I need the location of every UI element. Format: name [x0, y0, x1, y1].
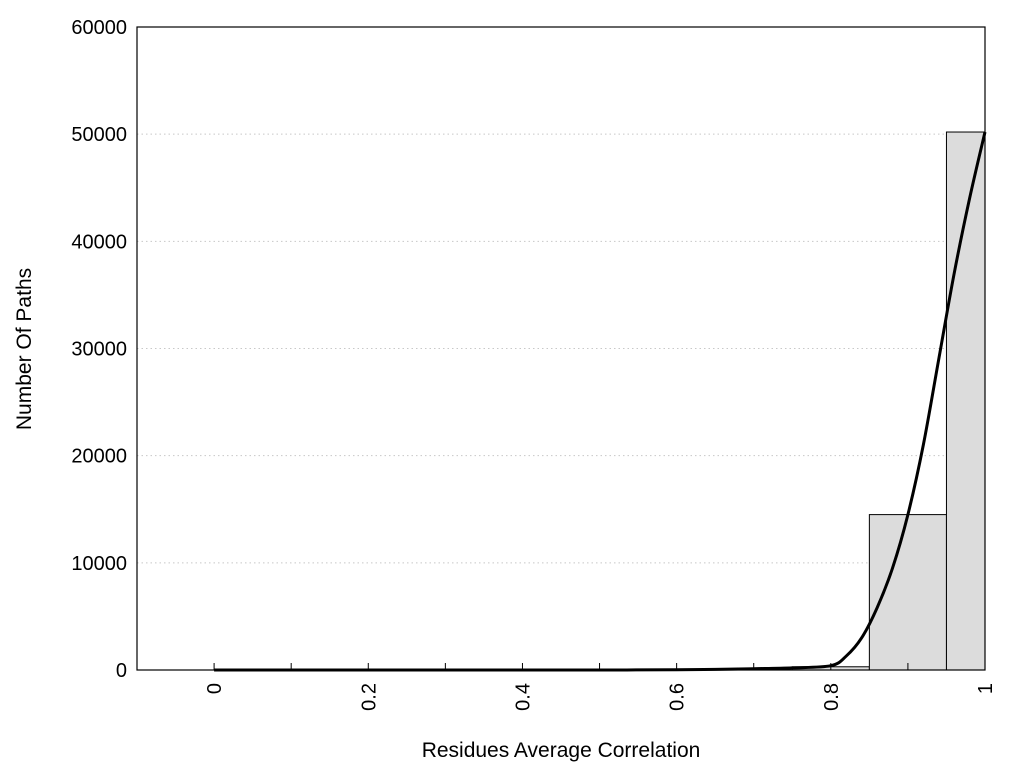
- y-tick-label: 20000: [71, 446, 127, 468]
- y-tick-label: 0: [116, 660, 127, 682]
- y-tick-label: 50000: [71, 124, 127, 146]
- y-tick-label: 40000: [71, 231, 127, 253]
- x-tick-label: 0.8: [821, 683, 843, 711]
- plot-area-frame: [136, 26, 986, 671]
- x-tick-label: 1: [975, 683, 997, 694]
- x-tick-label: 0.2: [358, 683, 380, 711]
- y-tick-label: 60000: [71, 17, 127, 39]
- y-tick-label: 30000: [71, 339, 127, 361]
- x-tick-label: 0.6: [667, 683, 689, 711]
- y-axis-title: Number Of Paths: [13, 268, 36, 430]
- x-tick-label: 0: [204, 683, 226, 694]
- x-axis-title: Residues Average Correlation: [422, 739, 701, 762]
- grid-lines: [137, 133, 985, 564]
- histogram-bars: [791, 131, 986, 671]
- histogram-bar: [868, 514, 947, 671]
- x-tick-label: 0.4: [512, 683, 534, 711]
- y-tick-label: 10000: [71, 553, 127, 575]
- x-axis-ticks: 0 0.2 0.4 0.6 0.8 1: [204, 663, 997, 711]
- y-axis-ticks: 0 10000 20000 30000 40000 50000 60000: [71, 17, 127, 682]
